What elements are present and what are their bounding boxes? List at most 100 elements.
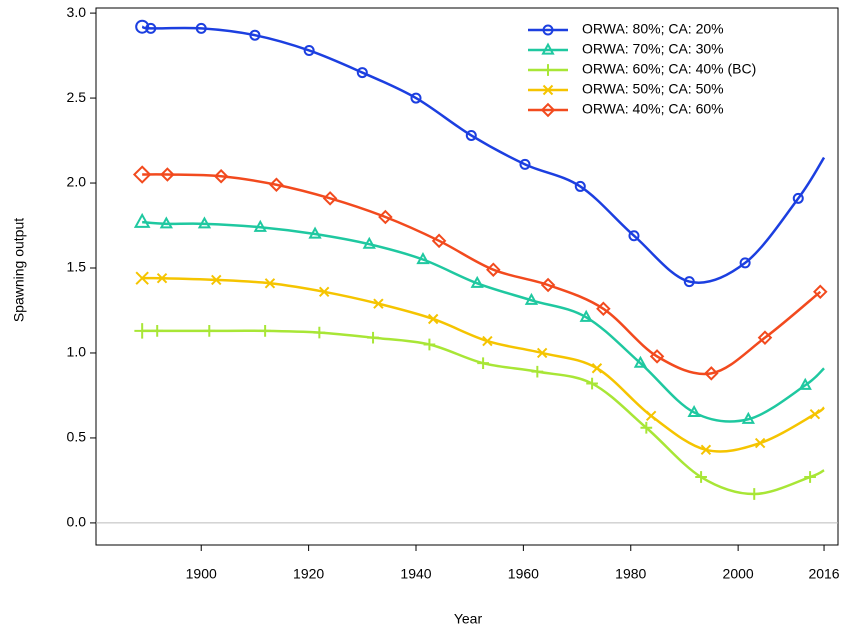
marker bbox=[410, 92, 422, 104]
x-tick-label: 1900 bbox=[186, 566, 217, 582]
marker bbox=[259, 325, 271, 337]
x-tick-label: 1920 bbox=[293, 566, 324, 582]
y-tick-label: 3.0 bbox=[67, 4, 87, 20]
marker bbox=[135, 271, 149, 285]
legend-marker bbox=[540, 102, 556, 118]
marker bbox=[540, 277, 556, 293]
series-line bbox=[142, 329, 825, 496]
y-tick-label: 0.5 bbox=[67, 429, 87, 445]
marker bbox=[253, 219, 267, 232]
legend-label: ORWA: 60%; CA: 40% (BC) bbox=[582, 61, 756, 77]
legend-label: ORWA: 50%; CA: 50% bbox=[582, 81, 724, 97]
marker bbox=[792, 192, 804, 204]
x-tick-label: 1960 bbox=[508, 566, 539, 582]
marker bbox=[633, 355, 648, 368]
marker bbox=[628, 230, 640, 242]
marker bbox=[160, 167, 175, 182]
legend-label: ORWA: 70%; CA: 30% bbox=[582, 41, 724, 57]
marker bbox=[804, 471, 816, 483]
marker bbox=[591, 363, 603, 374]
marker bbox=[524, 292, 539, 305]
marker bbox=[574, 180, 586, 192]
marker bbox=[313, 326, 326, 339]
marker bbox=[586, 377, 598, 390]
marker bbox=[303, 44, 315, 56]
marker bbox=[748, 488, 761, 500]
marker bbox=[269, 177, 284, 192]
marker bbox=[159, 216, 173, 229]
x-axis-label: Year bbox=[454, 611, 483, 627]
marker bbox=[477, 357, 489, 370]
marker bbox=[416, 252, 430, 265]
legend-marker bbox=[542, 64, 554, 76]
marker bbox=[213, 168, 229, 184]
marker bbox=[757, 330, 773, 345]
marker bbox=[132, 165, 152, 184]
marker bbox=[135, 19, 150, 34]
marker bbox=[482, 335, 493, 347]
y-tick-label: 1.5 bbox=[67, 259, 87, 275]
marker bbox=[356, 67, 368, 79]
series-line bbox=[142, 173, 822, 376]
legend-marker bbox=[542, 24, 554, 36]
marker bbox=[151, 325, 164, 337]
marker bbox=[423, 338, 436, 351]
marker bbox=[704, 366, 719, 381]
marker bbox=[579, 309, 593, 322]
marker bbox=[813, 284, 828, 300]
marker bbox=[427, 313, 439, 325]
marker bbox=[687, 404, 701, 418]
marker bbox=[249, 29, 261, 41]
y-tick-label: 2.0 bbox=[67, 174, 87, 190]
marker bbox=[264, 278, 276, 289]
marker bbox=[649, 349, 665, 364]
plot-frame bbox=[95, 7, 839, 546]
marker bbox=[683, 276, 695, 288]
marker bbox=[133, 212, 151, 228]
marker bbox=[431, 233, 447, 249]
marker bbox=[373, 298, 384, 309]
x-tick-label: 2016 bbox=[808, 566, 839, 582]
marker bbox=[362, 236, 376, 249]
marker bbox=[203, 325, 216, 337]
y-tick-label: 0.0 bbox=[67, 514, 87, 530]
marker bbox=[798, 377, 812, 390]
marker bbox=[519, 158, 531, 170]
marker bbox=[754, 437, 766, 449]
y-axis-label: Spawning output bbox=[11, 218, 27, 322]
marker bbox=[486, 262, 501, 277]
legend-marker bbox=[541, 42, 555, 55]
marker bbox=[465, 129, 477, 141]
marker bbox=[741, 411, 755, 424]
y-tick-label: 1.0 bbox=[67, 344, 87, 360]
x-tick-label: 1980 bbox=[615, 566, 646, 582]
marker bbox=[156, 272, 168, 284]
marker bbox=[195, 22, 207, 34]
marker bbox=[695, 471, 707, 483]
series-line bbox=[142, 220, 825, 423]
marker bbox=[809, 408, 821, 420]
x-tick-label: 1940 bbox=[400, 566, 431, 582]
marker bbox=[378, 209, 393, 225]
marker bbox=[700, 444, 712, 456]
marker bbox=[640, 421, 653, 434]
marker bbox=[322, 191, 338, 206]
marker bbox=[145, 22, 157, 34]
x-tick-label: 2000 bbox=[723, 566, 754, 582]
marker bbox=[596, 301, 611, 317]
marker bbox=[318, 286, 330, 298]
marker bbox=[211, 274, 222, 286]
marker bbox=[739, 257, 751, 269]
marker bbox=[645, 410, 657, 422]
marker bbox=[197, 216, 212, 229]
marker bbox=[531, 365, 544, 378]
marker bbox=[308, 226, 322, 239]
y-tick-label: 2.5 bbox=[67, 89, 87, 105]
legend-label: ORWA: 40%; CA: 60% bbox=[582, 101, 724, 117]
marker bbox=[536, 347, 548, 359]
legend-marker bbox=[542, 84, 554, 96]
marker bbox=[470, 275, 484, 288]
marker bbox=[134, 323, 150, 339]
marker bbox=[367, 331, 379, 344]
